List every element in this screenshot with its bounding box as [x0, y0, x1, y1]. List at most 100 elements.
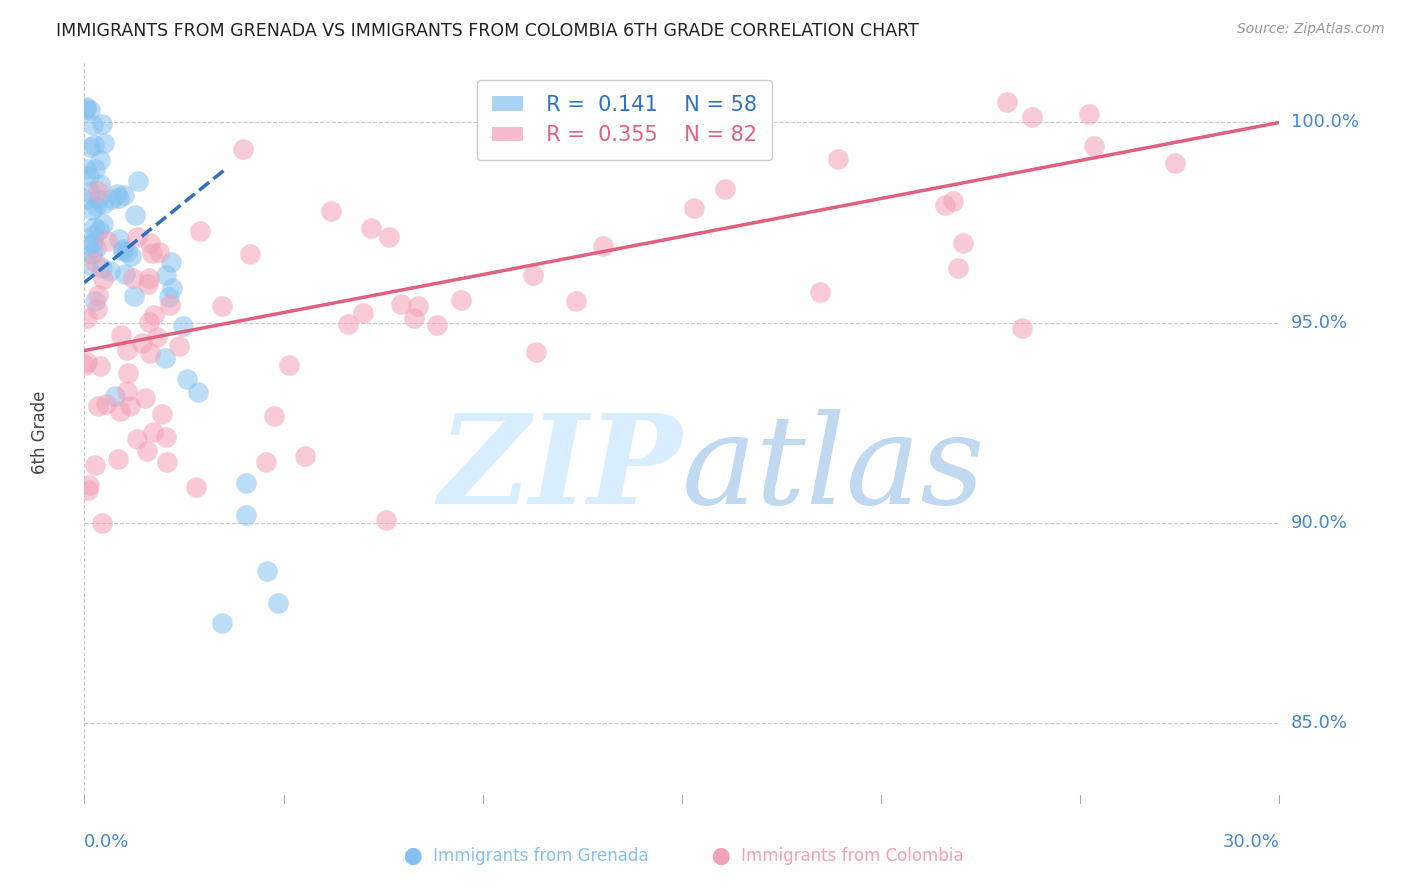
- Text: 100.0%: 100.0%: [1291, 113, 1358, 131]
- Point: [87, 184, 110, 198]
- Point: [131, 335, 153, 350]
- Point: [138, 315, 160, 329]
- Point: [352, 306, 374, 320]
- Point: [83, 458, 105, 473]
- Point: [108, 191, 131, 205]
- Point: [96, 234, 118, 248]
- Point: [139, 345, 162, 359]
- Point: [89, 153, 111, 167]
- Point: [110, 327, 132, 342]
- Point: [186, 480, 208, 494]
- Point: [84, 255, 107, 269]
- Point: [134, 391, 156, 405]
- Point: [127, 432, 149, 446]
- Point: [827, 152, 849, 166]
- Point: [187, 384, 209, 399]
- Point: [155, 351, 177, 366]
- Point: [76, 355, 98, 369]
- Point: [82, 235, 104, 250]
- Point: [87, 399, 110, 413]
- Point: [124, 208, 146, 222]
- Point: [160, 281, 183, 295]
- Point: [143, 308, 166, 322]
- Point: [150, 407, 173, 421]
- Point: [87, 192, 110, 206]
- Point: [87, 288, 110, 302]
- Point: [155, 455, 177, 469]
- Point: [683, 201, 706, 215]
- Text: ZIP: ZIP: [439, 409, 682, 531]
- Point: [115, 384, 138, 398]
- Point: [211, 299, 233, 313]
- Point: [77, 237, 100, 252]
- Text: 6th Grade: 6th Grade: [31, 391, 48, 475]
- Point: [138, 270, 160, 285]
- Point: [101, 192, 124, 206]
- Point: [136, 277, 159, 292]
- Point: [117, 366, 139, 380]
- Point: [176, 372, 198, 386]
- Point: [319, 204, 342, 219]
- Point: [142, 425, 165, 440]
- Point: [135, 444, 157, 458]
- Point: [75, 162, 97, 177]
- Point: [808, 285, 831, 300]
- Text: 0.0%: 0.0%: [84, 833, 129, 851]
- Point: [120, 249, 142, 263]
- Point: [374, 513, 396, 527]
- Point: [946, 260, 969, 275]
- Point: [1083, 138, 1105, 153]
- Point: [117, 343, 139, 358]
- Point: [1021, 110, 1043, 124]
- Point: [934, 198, 956, 212]
- Point: [91, 196, 114, 211]
- Point: [82, 118, 104, 132]
- Point: [108, 404, 131, 418]
- Point: [188, 224, 211, 238]
- Point: [86, 302, 108, 317]
- Point: [235, 475, 257, 490]
- Point: [404, 311, 426, 326]
- Point: [104, 389, 127, 403]
- Point: [91, 117, 114, 131]
- Point: [79, 186, 101, 200]
- Point: [82, 247, 104, 261]
- Point: [167, 339, 190, 353]
- Point: [406, 299, 429, 313]
- Point: [522, 268, 544, 283]
- Point: [337, 317, 360, 331]
- Point: [76, 311, 98, 326]
- Point: [148, 245, 170, 260]
- Text: ⬤  Immigrants from Colombia: ⬤ Immigrants from Colombia: [711, 847, 963, 865]
- Point: [83, 228, 105, 243]
- Point: [91, 271, 114, 285]
- Point: [79, 140, 101, 154]
- Point: [139, 236, 162, 251]
- Point: [89, 178, 111, 192]
- Point: [84, 162, 107, 177]
- Point: [112, 242, 135, 256]
- Point: [1011, 321, 1033, 335]
- Point: [155, 430, 177, 444]
- Point: [159, 298, 181, 312]
- Text: 85.0%: 85.0%: [1291, 714, 1347, 731]
- Point: [141, 246, 163, 260]
- Point: [79, 103, 101, 117]
- Point: [278, 359, 301, 373]
- Legend:   R =  0.141    N = 58,   R =  0.355    N = 82: R = 0.141 N = 58, R = 0.355 N = 82: [477, 80, 772, 160]
- Point: [98, 263, 121, 277]
- Point: [450, 293, 472, 307]
- Point: [172, 319, 194, 334]
- Text: Source: ZipAtlas.com: Source: ZipAtlas.com: [1237, 22, 1385, 37]
- Point: [120, 399, 142, 413]
- Point: [96, 397, 118, 411]
- Point: [266, 596, 288, 610]
- Point: [155, 268, 177, 282]
- Point: [378, 229, 401, 244]
- Point: [91, 516, 114, 530]
- Point: [1164, 156, 1187, 170]
- Point: [256, 564, 278, 578]
- Point: [125, 229, 148, 244]
- Point: [83, 138, 105, 153]
- Point: [232, 142, 254, 156]
